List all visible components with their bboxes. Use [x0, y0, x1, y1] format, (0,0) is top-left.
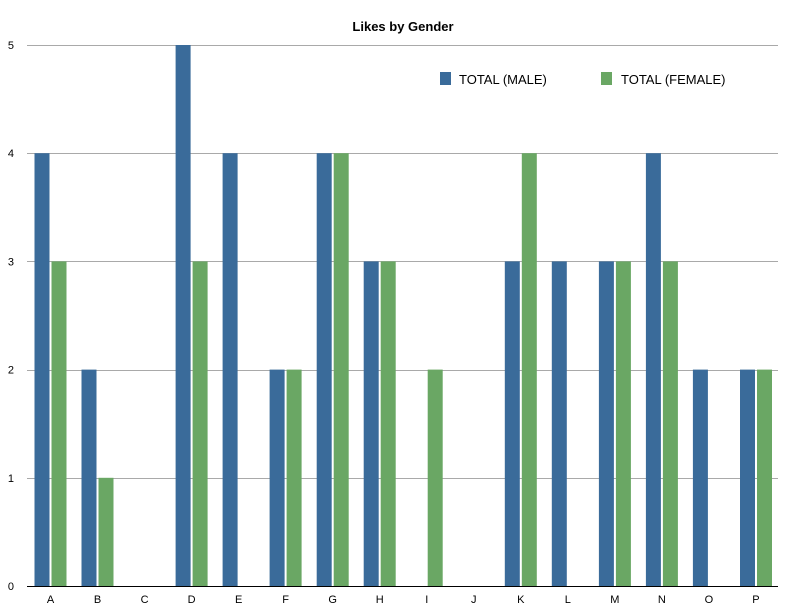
- x-tick-label: A: [47, 594, 55, 606]
- bar-female-f: [286, 369, 302, 586]
- bar-female-i: [427, 369, 443, 586]
- legend-swatch: [601, 72, 612, 85]
- bar-female-p: [757, 369, 772, 586]
- bar-male-a: [34, 153, 50, 586]
- x-tick-label: I: [425, 594, 428, 606]
- x-tick-label: E: [235, 594, 242, 606]
- bar-male-o: [692, 369, 708, 586]
- bar-male-p: [740, 369, 755, 586]
- bar-male-m: [598, 261, 614, 586]
- bar-male-f: [269, 369, 285, 586]
- bar-male-g: [316, 153, 332, 586]
- legend-label: TOTAL (MALE): [459, 72, 547, 87]
- legend-item-male: TOTAL (MALE): [440, 72, 547, 87]
- y-tick-label: 4: [8, 148, 14, 160]
- chart-title: Likes by Gender: [352, 19, 453, 34]
- y-tick-label: 0: [8, 581, 14, 593]
- bar-male-e: [222, 153, 238, 586]
- y-tick-label: 1: [8, 473, 14, 485]
- y-tick-label: 3: [8, 256, 14, 268]
- x-tick-label: H: [376, 594, 384, 606]
- bar-female-b: [98, 477, 114, 586]
- y-axis-ticks: 0 1 2 3 4 5: [8, 40, 14, 593]
- x-tick-label: F: [282, 594, 289, 606]
- x-tick-label: B: [94, 594, 101, 606]
- bar-male-d: [175, 45, 191, 586]
- legend-label: TOTAL (FEMALE): [621, 72, 726, 87]
- x-tick-label: C: [141, 594, 149, 606]
- bar-female-d: [192, 261, 208, 586]
- bars: [34, 45, 772, 586]
- bar-female-m: [615, 261, 631, 586]
- bar-female-a: [51, 261, 67, 586]
- x-tick-label: K: [517, 594, 525, 606]
- bar-male-k: [504, 261, 520, 586]
- x-tick-label: D: [188, 594, 196, 606]
- bar-male-b: [81, 369, 97, 586]
- x-tick-label: J: [471, 594, 477, 606]
- x-tick-label: O: [705, 594, 714, 606]
- bar-female-n: [662, 261, 678, 586]
- x-tick-label: P: [752, 594, 759, 606]
- x-tick-label: G: [328, 594, 337, 606]
- y-tick-label: 5: [8, 40, 14, 52]
- x-tick-label: L: [565, 594, 571, 606]
- bar-male-h: [363, 261, 379, 586]
- y-tick-label: 2: [8, 365, 14, 377]
- legend: TOTAL (MALE) TOTAL (FEMALE): [440, 72, 726, 87]
- bar-female-k: [521, 153, 537, 586]
- x-axis-ticks: A B C D E F G H I J K L M N O P: [47, 594, 760, 606]
- legend-swatch: [440, 72, 451, 85]
- x-tick-label: N: [658, 594, 666, 606]
- bar-female-h: [380, 261, 396, 586]
- legend-item-female: TOTAL (FEMALE): [601, 72, 726, 87]
- x-tick-label: M: [610, 594, 619, 606]
- bar-male-n: [645, 153, 661, 586]
- bar-male-l: [551, 261, 567, 586]
- bar-female-g: [333, 153, 349, 586]
